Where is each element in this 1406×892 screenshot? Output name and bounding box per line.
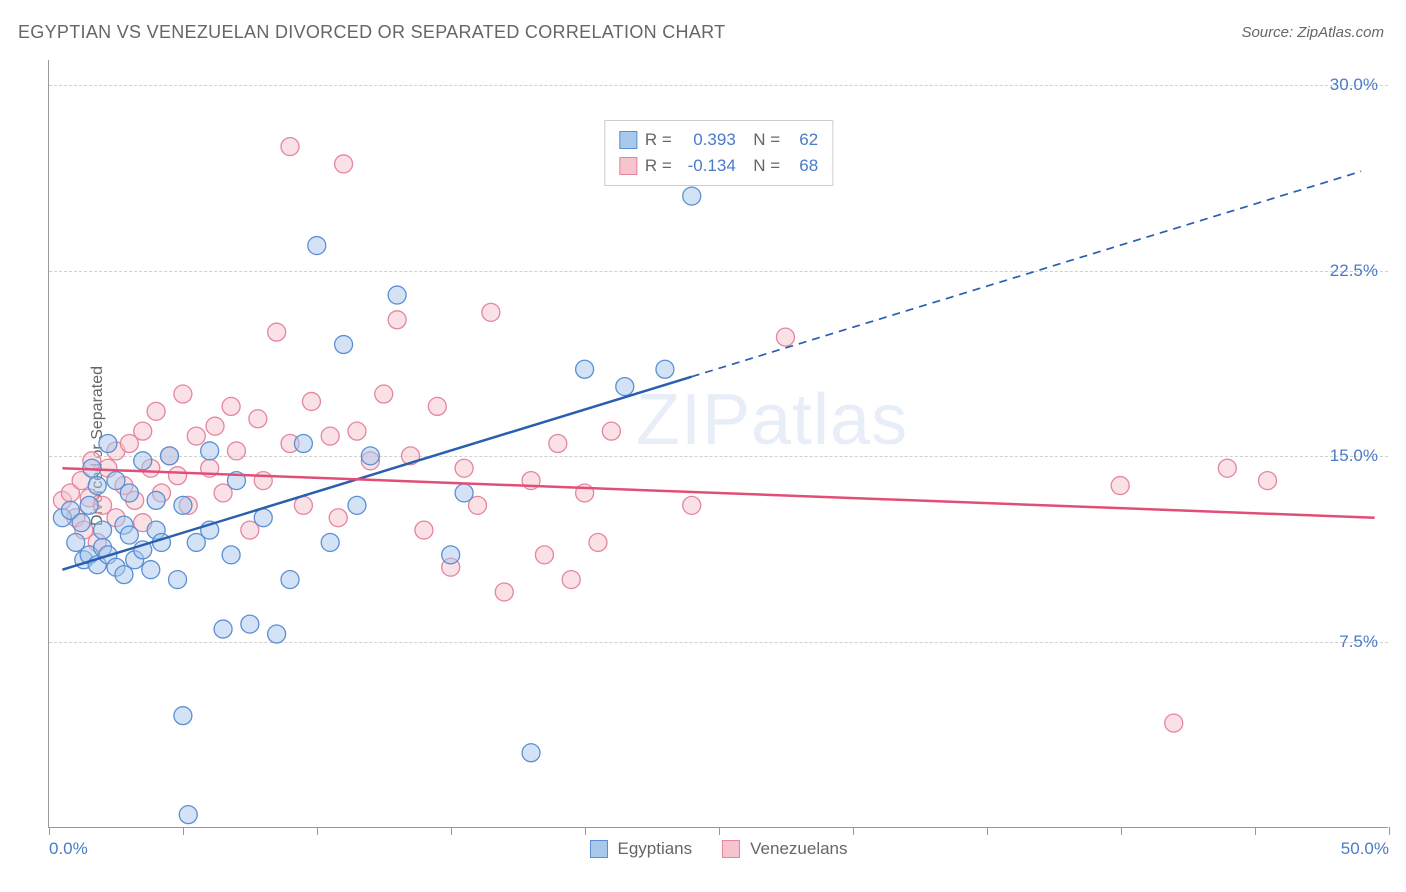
x-tick [1389,827,1390,835]
legend-r-value-1: -0.134 [680,156,736,176]
x-tick [49,827,50,835]
legend-r-label: R = [645,156,672,176]
legend-item-venezuelans: Venezuelans [722,839,847,859]
legend-item-egyptians: Egyptians [589,839,692,859]
legend-n-label: N = [744,130,780,150]
x-tick [719,827,720,835]
legend-swatch-icon [722,840,740,858]
x-tick [1121,827,1122,835]
legend-stats-row-0: R = 0.393 N = 62 [619,127,818,153]
legend-swatch-egyptians [619,131,637,149]
legend-n-value-0: 62 [788,130,818,150]
legend-item-label: Venezuelans [750,839,847,859]
legend-swatch-icon [589,840,607,858]
legend-r-value-0: 0.393 [680,130,736,150]
x-tick [585,827,586,835]
x-tick [1255,827,1256,835]
x-tick-label: 50.0% [1341,839,1389,859]
source-label: Source: ZipAtlas.com [1241,24,1384,41]
legend-n-value-1: 68 [788,156,818,176]
legend-n-label: N = [744,156,780,176]
legend-r-label: R = [645,130,672,150]
x-tick [987,827,988,835]
x-tick [317,827,318,835]
x-tick [183,827,184,835]
x-tick-label: 0.0% [49,839,88,859]
legend-series: Egyptians Venezuelans [589,839,847,859]
legend-stats: R = 0.393 N = 62 R = -0.134 N = 68 [604,120,833,186]
legend-item-label: Egyptians [617,839,692,859]
legend-stats-row-1: R = -0.134 N = 68 [619,153,818,179]
x-tick [853,827,854,835]
x-tick [451,827,452,835]
plot-area: ZIPatlas R = 0.393 N = 62 R = -0.134 N =… [48,60,1388,828]
legend-swatch-venezuelans [619,157,637,175]
chart-title: EGYPTIAN VS VENEZUELAN DIVORCED OR SEPAR… [18,22,725,43]
chart-container: EGYPTIAN VS VENEZUELAN DIVORCED OR SEPAR… [0,0,1406,892]
